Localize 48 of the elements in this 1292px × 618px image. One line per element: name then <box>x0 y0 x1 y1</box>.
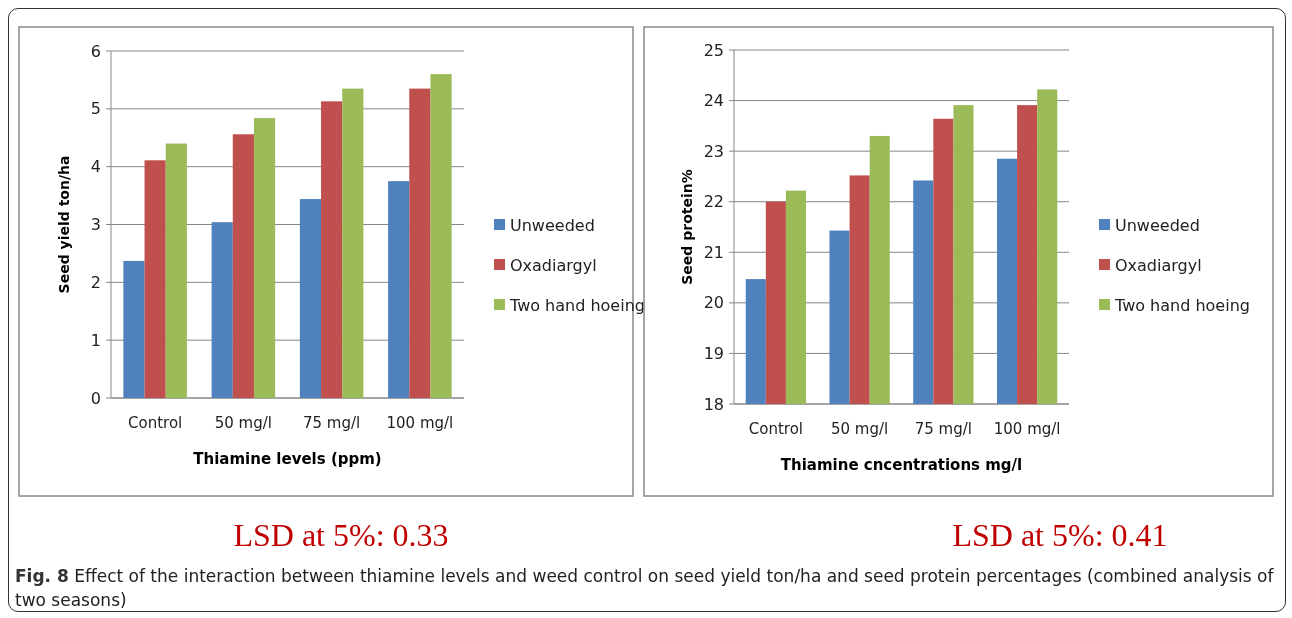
y-axis-title: Seed yield ton/ha <box>56 155 72 294</box>
y-tick-label: 4 <box>90 157 101 177</box>
y-tick-label: 6 <box>90 41 101 61</box>
y-tick-label: 0 <box>90 388 101 408</box>
text: LSD at 5%: 0.41 <box>952 517 1168 553</box>
y-tick-label: 18 <box>703 394 724 414</box>
y-tick-label: 23 <box>703 141 724 161</box>
x-tick-label: 50 mg/l <box>214 414 272 432</box>
y-tick-label: 3 <box>90 215 101 235</box>
y-tick-label: 24 <box>703 91 724 111</box>
x-axis-title: Thiamine levels (ppm) <box>193 450 382 468</box>
bar <box>165 143 187 398</box>
bar <box>299 199 322 398</box>
bar <box>409 88 431 398</box>
x-tick-label: 100 mg/l <box>386 414 454 432</box>
x-tick-label: 100 mg/l <box>993 420 1061 438</box>
legend-label: Unweeded <box>1115 215 1200 235</box>
x-tick-label: Control <box>748 420 803 438</box>
bar <box>321 101 343 398</box>
text: LSD at 5%: 0.33 <box>233 517 449 553</box>
bar <box>232 134 254 398</box>
x-axis-title: Thiamine cncentrations mg/l <box>780 456 1023 474</box>
y-tick-label: 20 <box>703 293 724 313</box>
x-tick-label: 75 mg/l <box>303 414 361 432</box>
bar <box>144 160 166 398</box>
x-tick-label: 75 mg/l <box>914 420 972 438</box>
y-tick-label: 19 <box>703 344 724 364</box>
legend-label: Two hand hoeing <box>1114 295 1250 315</box>
y-tick-label: 2 <box>90 272 101 292</box>
legend-label: Two hand hoeing <box>509 295 645 315</box>
bar <box>123 260 145 398</box>
bar <box>253 118 276 398</box>
y-tick-label: 1 <box>90 330 101 350</box>
y-tick-label: 25 <box>703 40 724 60</box>
bar <box>388 181 410 398</box>
y-tick-label: 21 <box>703 242 724 262</box>
legend-label: Unweeded <box>510 215 595 235</box>
bar <box>430 74 452 398</box>
y-axis-title: Seed protein% <box>679 169 695 285</box>
x-tick-label: Control <box>128 414 183 432</box>
x-tick-label: 50 mg/l <box>831 420 889 438</box>
bar <box>211 222 233 398</box>
legend-label: Oxadiargyl <box>510 255 597 275</box>
bar <box>342 88 364 398</box>
caption: Fig. 8 Effect of the interaction between thiamine levels and weed control on seed yield ton/ha and seed protein percentages (combined analysis of two seasons) <box>15 565 1275 612</box>
y-tick-label: 5 <box>90 99 101 119</box>
legend-label: Oxadiargyl <box>1115 255 1202 275</box>
y-tick-label: 22 <box>703 192 724 212</box>
